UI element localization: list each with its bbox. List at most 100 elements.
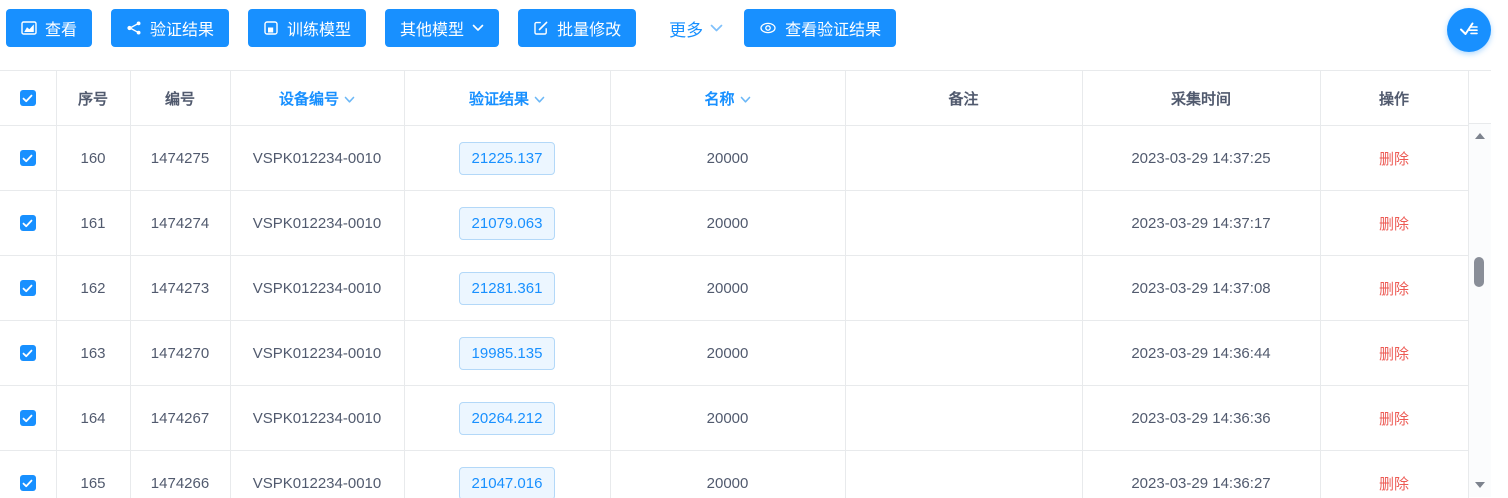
batch-edit-button-label: 批量修改: [557, 22, 622, 39]
delete-link[interactable]: 删除: [1378, 410, 1409, 428]
cell-select: [0, 125, 57, 191]
cell-time: 2023-03-29 14:36:36: [1082, 385, 1321, 451]
cell-time: 2023-03-29 14:37:08: [1082, 255, 1321, 321]
fab-check-list-button[interactable]: [1447, 8, 1491, 52]
table-row: 161 1474274 VSPK012234-0010 21079.063 20000 2…: [0, 190, 1469, 256]
cell-action: 删除: [1320, 125, 1469, 191]
cell-remark: [845, 320, 1083, 386]
cell-name: 20000: [610, 385, 846, 451]
other-models-dropdown-button[interactable]: 其他模型: [385, 9, 500, 47]
cell-remark: [845, 125, 1083, 191]
batch-edit-button[interactable]: 批量修改: [518, 9, 637, 47]
share-icon: [126, 20, 142, 36]
column-header-label: 设备编号: [278, 90, 339, 108]
table-row: 162 1474273 VSPK012234-0010 21281.361 20000 2…: [0, 255, 1469, 321]
result-badge[interactable]: 19985.135: [458, 336, 556, 370]
cell-index: 162: [56, 255, 131, 321]
result-badge[interactable]: 21047.016: [458, 466, 556, 498]
row-checkbox[interactable]: [19, 215, 36, 231]
cell-remark: [845, 385, 1083, 451]
cell-time: 2023-03-29 14:36:27: [1082, 450, 1321, 498]
table-row: 160 1474275 VSPK012234-0010 21225.137 20000 2…: [0, 125, 1469, 191]
row-checkbox[interactable]: [19, 345, 36, 361]
more-dropdown[interactable]: 更多: [669, 16, 723, 41]
column-header-time: 采集时间: [1082, 70, 1321, 126]
column-header-label: 编号: [164, 90, 195, 108]
column-header-label: 采集时间: [1170, 90, 1231, 108]
column-header-device[interactable]: 设备编号: [230, 70, 405, 126]
scroll-up-arrow-icon[interactable]: [1475, 133, 1485, 139]
row-checkbox[interactable]: [19, 475, 36, 491]
cell-name: 20000: [610, 255, 846, 321]
view-verify-result-button[interactable]: 查看验证结果: [744, 9, 897, 47]
cell-time: 2023-03-29 14:37:17: [1082, 190, 1321, 256]
cell-select: [0, 450, 57, 498]
cell-remark: [845, 190, 1083, 256]
cell-name: 20000: [610, 450, 846, 498]
cell-device: VSPK012234-0010: [230, 125, 405, 191]
table-header-row: 序号 编号 设备编号 验证结果 名称 备注 采集时间 操作: [0, 70, 1469, 126]
cell-action: 删除: [1320, 450, 1469, 498]
cell-index: 164: [56, 385, 131, 451]
edit-icon: [533, 20, 549, 36]
verify-result-button-label: 验证结果: [150, 22, 215, 39]
scrollbar-thumb[interactable]: [1474, 257, 1484, 287]
cell-number: 1474270: [130, 320, 231, 386]
other-models-button-label: 其他模型: [400, 22, 465, 39]
cell-result: 21225.137: [404, 125, 611, 191]
train-model-button[interactable]: 训练模型: [248, 9, 367, 47]
delete-link[interactable]: 删除: [1378, 215, 1409, 233]
more-label: 更多: [669, 20, 704, 40]
column-header-label: 序号: [77, 90, 108, 108]
cell-action: 删除: [1320, 320, 1469, 386]
result-badge[interactable]: 21225.137: [458, 141, 556, 175]
result-badge[interactable]: 21281.361: [458, 271, 556, 305]
cell-select: [0, 255, 57, 321]
vertical-scrollbar[interactable]: [1469, 124, 1491, 497]
cell-action: 删除: [1320, 255, 1469, 321]
cell-number: 1474267: [130, 385, 231, 451]
result-badge[interactable]: 20264.212: [458, 401, 556, 435]
view-button-label: 查看: [45, 22, 78, 39]
cell-index: 163: [56, 320, 131, 386]
table-row: 163 1474270 VSPK012234-0010 19985.135 20000 2…: [0, 320, 1469, 386]
result-badge[interactable]: 21079.063: [458, 206, 556, 240]
column-header-remark: 备注: [845, 70, 1083, 126]
column-header-select[interactable]: [0, 70, 57, 126]
cell-select: [0, 190, 57, 256]
view-button[interactable]: 查看: [6, 9, 93, 47]
cell-index: 161: [56, 190, 131, 256]
cell-index: 160: [56, 125, 131, 191]
chevron-down-icon: [472, 24, 484, 32]
delete-link[interactable]: 删除: [1378, 280, 1409, 298]
chevron-down-icon: [710, 18, 723, 38]
cell-select: [0, 385, 57, 451]
column-header-label: 名称: [704, 90, 735, 108]
cell-number: 1474273: [130, 255, 231, 321]
scroll-down-arrow-icon[interactable]: [1475, 482, 1485, 488]
delete-link[interactable]: 删除: [1378, 345, 1409, 363]
cell-device: VSPK012234-0010: [230, 385, 405, 451]
cell-device: VSPK012234-0010: [230, 450, 405, 498]
column-header-result[interactable]: 验证结果: [404, 70, 611, 126]
cell-index: 165: [56, 450, 131, 498]
column-header-label: 操作: [1378, 90, 1409, 108]
row-checkbox[interactable]: [19, 280, 36, 296]
chart-icon: [21, 20, 37, 36]
toolbar: 查看 验证结果 训练模型 其他模型 批量修改: [6, 8, 915, 48]
column-header-action: 操作: [1320, 70, 1469, 126]
delete-link[interactable]: 删除: [1378, 150, 1409, 168]
data-table: 序号 编号 设备编号 验证结果 名称 备注 采集时间 操作 160 1474275 VSPK012…: [0, 70, 1469, 498]
select-all-checkbox[interactable]: [19, 90, 36, 106]
row-checkbox[interactable]: [19, 410, 36, 426]
table-row: 164 1474267 VSPK012234-0010 20264.212 20000 2…: [0, 385, 1469, 451]
row-checkbox[interactable]: [19, 150, 36, 166]
table-row: 165 1474266 VSPK012234-0010 21047.016 20000 2…: [0, 450, 1469, 498]
cell-action: 删除: [1320, 385, 1469, 451]
verify-result-button[interactable]: 验证结果: [111, 9, 230, 47]
cell-number: 1474275: [130, 125, 231, 191]
column-header-number: 编号: [130, 70, 231, 126]
delete-link[interactable]: 删除: [1378, 475, 1409, 493]
column-header-name[interactable]: 名称: [610, 70, 846, 126]
cell-time: 2023-03-29 14:37:25: [1082, 125, 1321, 191]
